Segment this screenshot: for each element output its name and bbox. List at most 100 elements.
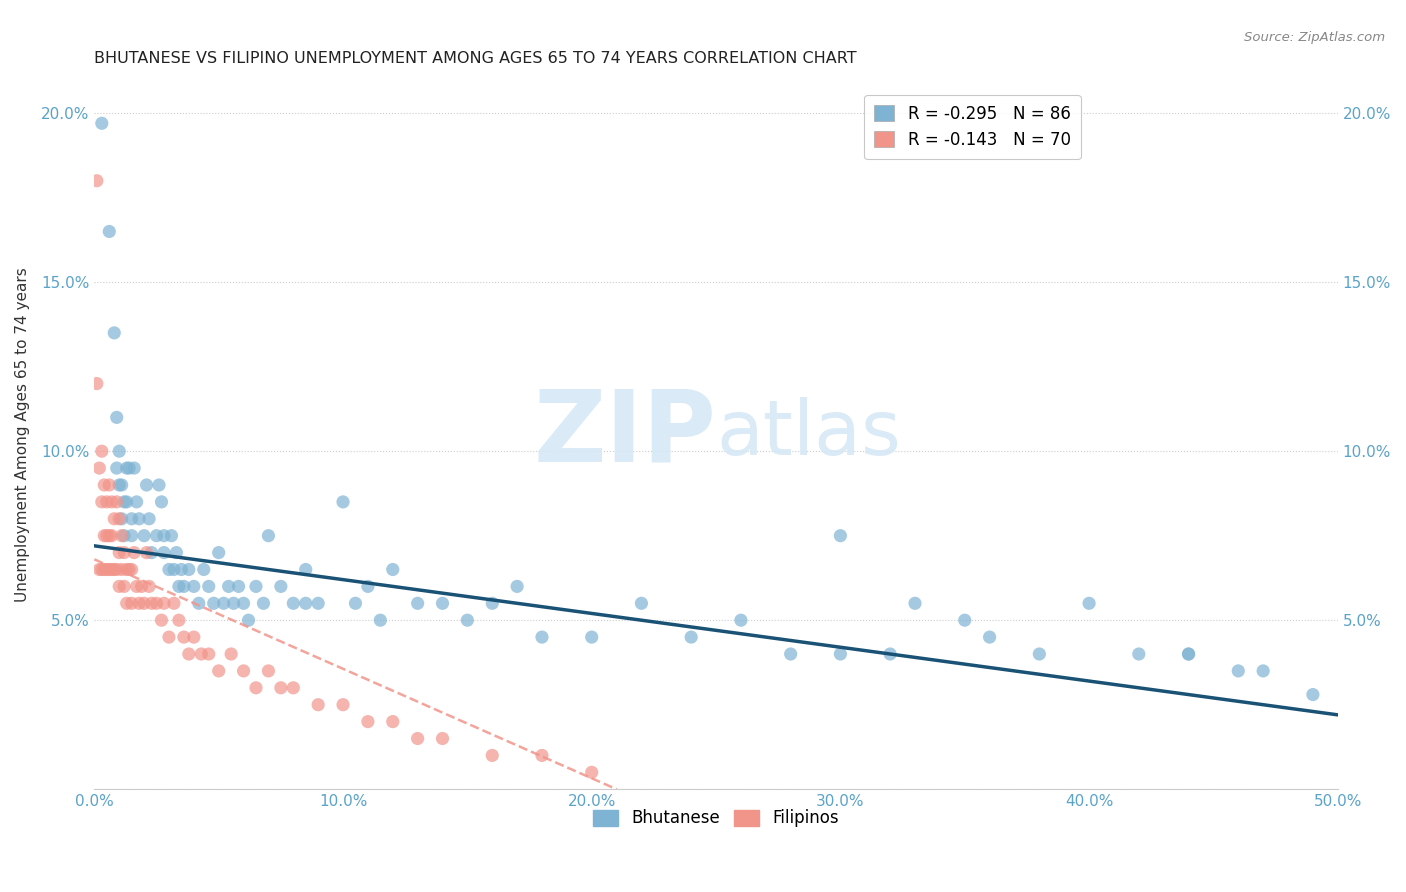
Point [283, 596, 305, 610]
Point [406, 731, 429, 746]
Point [121, 596, 143, 610]
Point [681, 630, 703, 644]
Point [96, 562, 118, 576]
Point [197, 579, 219, 593]
Point [252, 596, 274, 610]
Legend: Bhutanese, Filipinos: Bhutanese, Filipinos [586, 803, 845, 834]
Point [138, 512, 160, 526]
Point [197, 647, 219, 661]
Point [125, 495, 148, 509]
Point [208, 546, 231, 560]
Point [108, 478, 131, 492]
Point [245, 579, 267, 593]
Point [212, 596, 235, 610]
Point [1078, 596, 1101, 610]
Point [218, 579, 240, 593]
Point [481, 748, 503, 763]
Point [115, 562, 138, 576]
Point [145, 596, 167, 610]
Point [108, 512, 131, 526]
Point [257, 664, 280, 678]
Point [141, 596, 163, 610]
Point [283, 681, 305, 695]
Text: ZIP: ZIP [533, 385, 716, 483]
Point [121, 562, 143, 576]
Point [904, 596, 927, 610]
Point [103, 512, 125, 526]
Point [370, 613, 392, 627]
Point [294, 562, 316, 576]
Point [118, 562, 141, 576]
Point [89, 562, 111, 576]
Point [112, 579, 135, 593]
Point [332, 698, 354, 712]
Point [132, 529, 155, 543]
Point [122, 546, 145, 560]
Point [830, 529, 852, 543]
Point [100, 562, 122, 576]
Point [86, 174, 108, 188]
Point [89, 461, 111, 475]
Point [332, 495, 354, 509]
Point [173, 579, 195, 593]
Point [111, 529, 134, 543]
Point [357, 579, 380, 593]
Point [177, 562, 200, 576]
Point [90, 116, 112, 130]
Point [270, 681, 292, 695]
Point [135, 478, 157, 492]
Point [86, 376, 108, 391]
Point [190, 647, 212, 661]
Point [1028, 647, 1050, 661]
Point [96, 495, 118, 509]
Point [1177, 647, 1199, 661]
Point [105, 562, 128, 576]
Point [100, 495, 122, 509]
Point [90, 562, 112, 576]
Point [581, 630, 603, 644]
Point [148, 478, 170, 492]
Point [432, 731, 454, 746]
Point [170, 562, 193, 576]
Point [157, 562, 180, 576]
Point [93, 478, 115, 492]
Point [245, 681, 267, 695]
Point [112, 529, 135, 543]
Point [979, 630, 1001, 644]
Point [141, 546, 163, 560]
Point [183, 630, 205, 644]
Point [406, 596, 429, 610]
Point [222, 596, 245, 610]
Point [115, 461, 138, 475]
Point [160, 529, 183, 543]
Point [165, 546, 187, 560]
Point [98, 224, 121, 238]
Point [128, 512, 150, 526]
Point [115, 596, 138, 610]
Point [163, 562, 186, 576]
Point [98, 562, 121, 576]
Point [456, 613, 478, 627]
Point [630, 596, 652, 610]
Point [118, 461, 141, 475]
Point [122, 461, 145, 475]
Point [157, 630, 180, 644]
Point [232, 596, 254, 610]
Point [108, 579, 131, 593]
Point [153, 529, 176, 543]
Point [173, 630, 195, 644]
Point [187, 596, 209, 610]
Point [830, 647, 852, 661]
Point [125, 579, 148, 593]
Point [530, 748, 553, 763]
Point [93, 562, 115, 576]
Point [163, 596, 186, 610]
Point [294, 596, 316, 610]
Point [121, 512, 143, 526]
Point [108, 546, 131, 560]
Point [1227, 664, 1250, 678]
Point [131, 579, 153, 593]
Point [202, 596, 225, 610]
Point [112, 495, 135, 509]
Point [228, 579, 250, 593]
